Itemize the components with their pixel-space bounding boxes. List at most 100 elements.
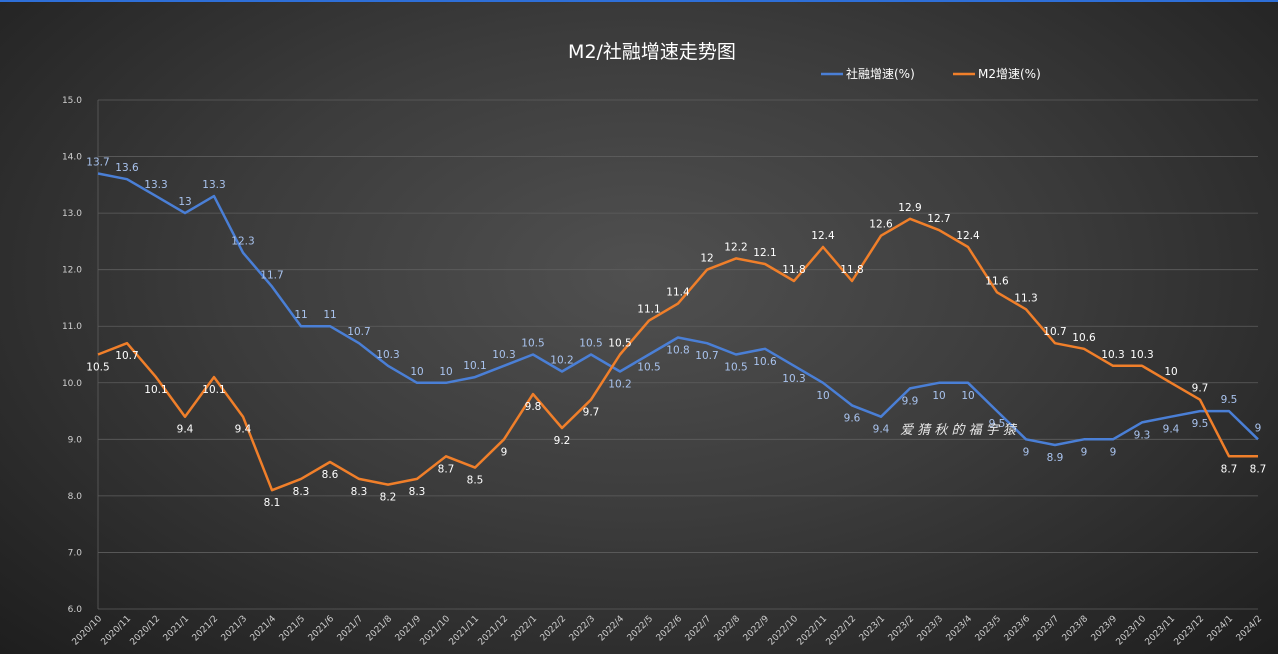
x-tick-label: 2022/11 bbox=[796, 614, 830, 648]
x-tick-label: 2023/6 bbox=[1003, 614, 1033, 644]
data-label: 11.8 bbox=[840, 264, 863, 276]
data-label: 8.6 bbox=[322, 469, 339, 481]
x-tick-label: 2024/2 bbox=[1235, 614, 1264, 643]
x-tick-label: 2023/10 bbox=[1115, 614, 1149, 648]
data-label: 10.8 bbox=[666, 345, 689, 357]
data-label: 10.6 bbox=[1072, 332, 1096, 344]
x-tick-label: 2023/2 bbox=[887, 614, 916, 643]
data-label: 10.6 bbox=[753, 356, 777, 368]
data-label: 12 bbox=[700, 253, 713, 265]
data-label: 8.3 bbox=[293, 486, 310, 498]
data-label: 10.2 bbox=[550, 354, 573, 366]
x-tick-label: 2022/7 bbox=[684, 614, 713, 643]
x-tick-label: 2020/11 bbox=[100, 614, 134, 648]
x-tick-label: 2021/7 bbox=[336, 614, 365, 643]
data-label: 10.5 bbox=[637, 362, 660, 374]
data-label: 11.7 bbox=[260, 270, 283, 282]
y-axis-ticks: 15.0 14.0 13.0 12.0 11.0 10.0 9.0 8.0 7.0 6.0 bbox=[62, 96, 82, 615]
data-label: 9.4 bbox=[1163, 424, 1180, 436]
data-label: 10.7 bbox=[347, 326, 370, 338]
data-label: 10.3 bbox=[782, 373, 805, 385]
x-tick-label: 2020/10 bbox=[71, 614, 105, 648]
x-tick-label: 2022/4 bbox=[597, 614, 627, 644]
data-label: 10 bbox=[439, 366, 452, 378]
y-tick-label: 10.0 bbox=[62, 379, 82, 389]
data-label: 10 bbox=[932, 390, 945, 402]
x-tick-label: 2024/1 bbox=[1206, 614, 1235, 643]
data-label: 8.3 bbox=[409, 486, 426, 498]
data-label: 9.3 bbox=[1134, 429, 1151, 441]
data-label: 9.4 bbox=[177, 424, 194, 436]
top-accent-line bbox=[0, 0, 1278, 2]
series-lines bbox=[97, 172, 1259, 492]
data-label: 8.2 bbox=[380, 492, 397, 504]
legend: 社融增速(%) M2增速(%) bbox=[821, 66, 1041, 81]
x-tick-label: 2023/12 bbox=[1173, 614, 1207, 648]
data-label: 9 bbox=[1023, 446, 1030, 458]
data-labels: 13.7 13.6 13.3 13 13.3 12.3 11.7 11 11 10.7 10.3 10… bbox=[86, 157, 1266, 510]
y-tick-label: 9.0 bbox=[68, 435, 83, 445]
x-tick-label: 2022/12 bbox=[825, 614, 859, 648]
data-label: 10.7 bbox=[1043, 326, 1066, 338]
y-tick-label: 11.0 bbox=[62, 322, 82, 332]
legend-label-m2: M2增速(%) bbox=[978, 67, 1041, 81]
data-label: 12.2 bbox=[724, 241, 747, 253]
data-label: 12.6 bbox=[869, 219, 893, 231]
data-label: 11 bbox=[294, 309, 307, 321]
data-label: 10.3 bbox=[376, 349, 399, 361]
x-tick-label: 2023/8 bbox=[1061, 614, 1091, 644]
data-label: 9.5 bbox=[1192, 418, 1209, 430]
data-label: 9.7 bbox=[1192, 383, 1209, 395]
y-tick-label: 8.0 bbox=[68, 492, 83, 502]
data-label: 8.5 bbox=[467, 475, 484, 487]
data-label: 12.1 bbox=[753, 247, 776, 259]
data-label: 9.2 bbox=[554, 435, 571, 447]
data-label: 11 bbox=[323, 309, 336, 321]
x-tick-label: 2022/10 bbox=[767, 614, 801, 648]
x-tick-label: 2021/5 bbox=[278, 614, 307, 643]
data-label: 10.7 bbox=[115, 350, 138, 362]
x-tick-label: 2021/12 bbox=[477, 614, 511, 648]
data-label: 9.5 bbox=[989, 418, 1006, 430]
y-tick-label: 14.0 bbox=[62, 153, 82, 163]
data-label: 12.4 bbox=[811, 230, 835, 242]
x-tick-label: 2020/12 bbox=[129, 614, 163, 648]
data-label: 9 bbox=[501, 446, 508, 458]
y-tick-label: 13.0 bbox=[62, 209, 82, 219]
data-label: 9 bbox=[1255, 422, 1262, 434]
data-label: 8.7 bbox=[1250, 463, 1267, 475]
x-tick-label: 2022/3 bbox=[568, 614, 597, 643]
data-label: 13.7 bbox=[86, 157, 109, 169]
data-label: 9.5 bbox=[1221, 394, 1238, 406]
x-tick-label: 2023/11 bbox=[1144, 614, 1178, 648]
data-label: 9.9 bbox=[902, 395, 919, 407]
x-tick-label: 2023/1 bbox=[858, 614, 887, 643]
x-tick-label: 2021/4 bbox=[249, 614, 279, 644]
data-label: 8.7 bbox=[438, 463, 455, 475]
data-label: 13.6 bbox=[115, 162, 139, 174]
data-label: 12.4 bbox=[956, 230, 980, 242]
data-label: 10 bbox=[410, 366, 423, 378]
x-tick-label: 2021/2 bbox=[191, 614, 220, 643]
data-label: 9 bbox=[1110, 446, 1117, 458]
x-tick-label: 2022/5 bbox=[626, 614, 655, 643]
gridlines bbox=[97, 99, 1258, 610]
data-label: 10.1 bbox=[202, 384, 225, 396]
data-label: 9 bbox=[1081, 446, 1088, 458]
x-tick-label: 2022/1 bbox=[510, 614, 539, 643]
legend-label-shrong: 社融增速(%) bbox=[846, 66, 915, 81]
data-label: 12.3 bbox=[231, 236, 254, 248]
data-label: 12.9 bbox=[898, 202, 921, 214]
data-label: 13.3 bbox=[202, 179, 225, 191]
data-label: 8.7 bbox=[1221, 463, 1238, 475]
x-tick-label: 2022/8 bbox=[713, 614, 743, 644]
x-tick-label: 2021/3 bbox=[220, 614, 249, 643]
data-label: 10.5 bbox=[608, 338, 631, 350]
series-line-shrong bbox=[97, 172, 1259, 447]
x-tick-label: 2021/10 bbox=[419, 614, 453, 648]
y-tick-label: 15.0 bbox=[62, 96, 82, 106]
data-label: 10.2 bbox=[608, 378, 631, 390]
data-label: 8.3 bbox=[351, 486, 368, 498]
